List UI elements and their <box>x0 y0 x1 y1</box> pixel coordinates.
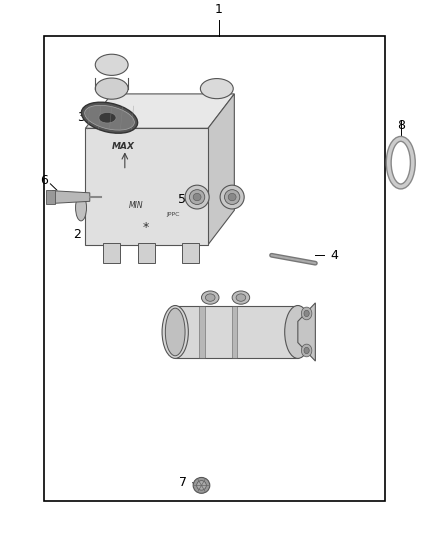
Circle shape <box>301 344 312 357</box>
Ellipse shape <box>193 193 201 201</box>
Polygon shape <box>208 94 234 245</box>
Polygon shape <box>85 94 234 128</box>
Circle shape <box>304 310 309 317</box>
Text: JPPC: JPPC <box>166 212 180 216</box>
Text: 8: 8 <box>397 119 405 132</box>
Bar <box>138 243 155 263</box>
Circle shape <box>304 348 309 354</box>
Ellipse shape <box>85 106 134 130</box>
Bar <box>182 243 199 263</box>
Bar <box>44 36 385 501</box>
Ellipse shape <box>228 193 236 201</box>
Ellipse shape <box>205 294 215 301</box>
Text: 7: 7 <box>179 477 187 489</box>
Text: MIN: MIN <box>129 200 144 209</box>
Text: 5: 5 <box>178 193 186 206</box>
Ellipse shape <box>185 185 209 209</box>
Ellipse shape <box>285 305 311 358</box>
Text: 4: 4 <box>331 249 339 262</box>
Polygon shape <box>53 191 90 204</box>
Ellipse shape <box>166 308 185 356</box>
Text: 1: 1 <box>215 3 223 15</box>
Ellipse shape <box>220 185 244 209</box>
Bar <box>175 305 298 358</box>
Ellipse shape <box>200 78 233 99</box>
Text: 3: 3 <box>77 111 85 124</box>
Ellipse shape <box>189 190 205 205</box>
Text: *: * <box>142 221 148 235</box>
Polygon shape <box>85 128 208 245</box>
Ellipse shape <box>99 112 116 123</box>
Ellipse shape <box>162 305 188 358</box>
Ellipse shape <box>201 291 219 304</box>
Ellipse shape <box>236 294 246 301</box>
Ellipse shape <box>193 478 210 494</box>
Text: MAX: MAX <box>112 142 135 151</box>
Bar <box>103 243 120 263</box>
Ellipse shape <box>95 54 128 75</box>
Bar <box>199 305 205 358</box>
Polygon shape <box>298 303 315 361</box>
Ellipse shape <box>76 195 86 221</box>
Bar <box>232 305 237 358</box>
Ellipse shape <box>81 102 138 133</box>
Ellipse shape <box>225 190 240 205</box>
Ellipse shape <box>197 481 206 490</box>
Text: 6: 6 <box>40 174 48 187</box>
Circle shape <box>301 307 312 320</box>
Text: 2: 2 <box>73 228 81 240</box>
Bar <box>46 190 55 205</box>
Ellipse shape <box>95 78 128 99</box>
Ellipse shape <box>232 291 250 304</box>
